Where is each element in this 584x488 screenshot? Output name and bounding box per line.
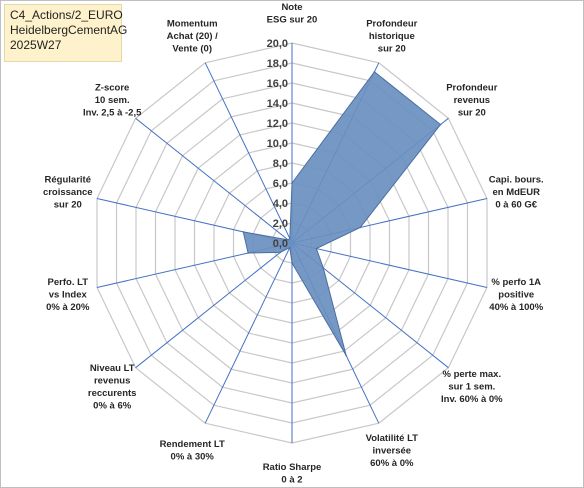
axis-label: Ratio Sharpe 0 à 2 <box>263 462 322 486</box>
data-point <box>279 251 282 254</box>
axis-label: Rendement LT 0% à 30% <box>160 439 225 463</box>
tick-label: 6,0 <box>273 178 288 190</box>
axis-spoke <box>135 242 293 369</box>
data-point <box>359 226 362 229</box>
tick-label: 0,0 <box>273 238 288 250</box>
title-line-3: 2025W27 <box>10 38 62 52</box>
axis-spoke <box>291 242 488 288</box>
tick-label: 12,0 <box>267 118 288 130</box>
axis-spoke <box>204 62 293 244</box>
tick-label: 4,0 <box>273 198 288 210</box>
data-point <box>287 239 289 241</box>
data-point <box>439 123 442 126</box>
tick-label: 18,0 <box>267 58 288 70</box>
data-point <box>289 246 291 249</box>
tick-label: 16,0 <box>267 78 288 90</box>
data-point <box>291 262 293 264</box>
axis-label: Note ESG sur 20 <box>267 2 318 26</box>
axis-label: Profondeur historique sur 20 <box>366 19 417 55</box>
axis-label: Niveau LT revenus reccurents 0% à 6% <box>88 363 137 412</box>
axis-spoke <box>204 242 293 424</box>
data-point <box>289 237 291 240</box>
title-box: C4_Actions/2_EURO HeidelbergCementAG 202… <box>4 4 128 62</box>
tick-label: 10,0 <box>267 138 288 150</box>
title-line-1: C4_Actions/2_EURO <box>10 8 123 22</box>
data-point <box>247 252 249 254</box>
data-point <box>345 354 348 357</box>
axis-label: Volatilité LT inversée 60% à 0% <box>366 433 419 469</box>
title-line-2: HeidelbergCementAG <box>10 23 128 37</box>
axis-label: Régularité croissance sur 20 <box>43 175 93 211</box>
axis-label: % perfo 1A positive 40% à 100% <box>489 277 543 313</box>
axis-label: Momentum Achat (20) / Vente (0) <box>167 19 219 55</box>
data-point <box>291 182 293 184</box>
axis-label: % perte max. sur 1 sem. Inv. 60% à 0% <box>441 369 503 405</box>
data-point <box>242 231 245 233</box>
tick-label: 2,0 <box>273 218 288 230</box>
tick-label: 14,0 <box>267 98 288 110</box>
axis-label: Profondeur revenus sur 20 <box>446 82 497 118</box>
data-point <box>322 267 325 269</box>
tick-label: 20,0 <box>267 38 288 50</box>
axis-spoke <box>135 117 293 244</box>
axis-label: Capi. bours. en MdEUR 0 à 60 G€ <box>489 175 544 211</box>
tick-label: 8,0 <box>273 158 288 170</box>
data-point <box>315 247 318 250</box>
axis-label: Z-score 10 sem. Inv. 2,5 à -2,5 <box>83 82 142 118</box>
data-point <box>373 71 376 73</box>
axis-label: Perfo. LT vs Index 0% à 20% <box>46 277 90 313</box>
